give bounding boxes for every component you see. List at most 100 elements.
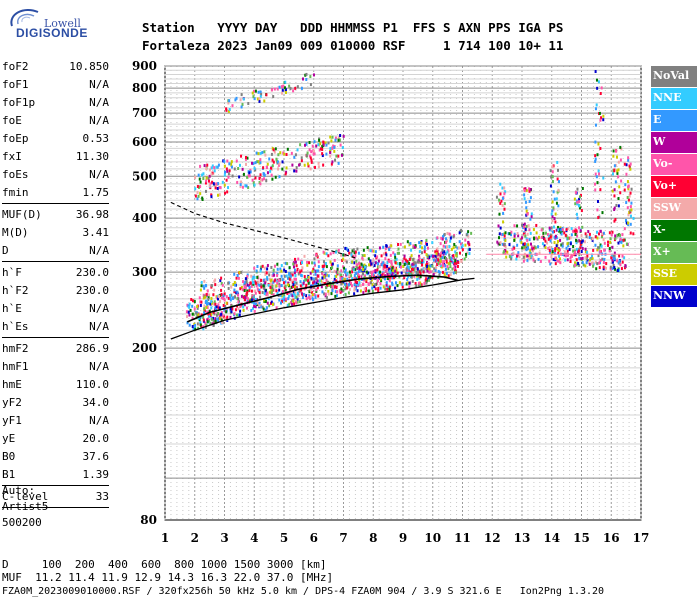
echo-point (617, 241, 620, 245)
echo-point (242, 295, 245, 299)
echo-point (613, 206, 616, 210)
echo-point (309, 156, 312, 160)
echo-point (188, 313, 191, 317)
echo-point (570, 227, 573, 231)
echo-point (250, 308, 253, 312)
echo-point (317, 161, 320, 165)
echo-point (374, 254, 377, 258)
echo-point (499, 182, 502, 186)
echo-point (363, 254, 366, 258)
echo-point (307, 261, 310, 265)
echo-point (523, 242, 526, 246)
echo-point (300, 290, 303, 294)
echo-point (534, 246, 537, 250)
echo-point (272, 95, 275, 99)
echo-point (214, 278, 217, 282)
digisonde-logo: Lowell DIGISONDE (4, 4, 87, 42)
echo-point (220, 312, 223, 316)
echo-point (452, 235, 455, 239)
echo-point (213, 288, 216, 292)
echo-point (340, 253, 343, 257)
echo-point (416, 260, 419, 264)
echo-point (578, 256, 581, 260)
echo-point (203, 164, 206, 168)
echo-point (293, 169, 296, 173)
echo-point (258, 99, 261, 103)
echo-point (293, 271, 296, 275)
echo-point (608, 247, 611, 251)
param-label: B0 (2, 450, 16, 463)
echo-point (308, 278, 311, 282)
echo-point (535, 236, 538, 240)
echo-point (293, 265, 296, 269)
echo-point (296, 85, 299, 89)
echo-point (532, 246, 535, 250)
echo-point (337, 248, 340, 252)
echo-point (294, 260, 297, 264)
echo-point (574, 250, 577, 254)
echo-point (437, 252, 440, 256)
echo-point (351, 254, 354, 258)
echo-point (454, 250, 457, 254)
echo-point (508, 232, 511, 236)
echo-point (220, 282, 223, 286)
echo-point (359, 275, 362, 279)
echo-point (213, 169, 216, 173)
echo-point (257, 280, 260, 284)
param-value: 11.30 (75, 150, 109, 163)
echo-point (275, 157, 278, 161)
echo-point (244, 162, 247, 166)
echo-point (222, 297, 225, 301)
echo-point (437, 255, 440, 259)
echo-point (294, 153, 297, 157)
echo-point (564, 254, 567, 258)
echo-point (243, 289, 246, 293)
echo-point (615, 149, 618, 153)
echo-point (522, 232, 525, 236)
echo-point (506, 250, 509, 254)
echo-point (412, 270, 415, 274)
echo-point (315, 288, 318, 292)
echo-point (528, 199, 531, 203)
echo-point (624, 219, 627, 223)
legend-item-e: E (651, 110, 697, 131)
echo-point (361, 256, 364, 260)
echo-point (611, 245, 614, 249)
echo-point (296, 297, 299, 301)
echo-point (417, 258, 420, 262)
echo-point (230, 293, 233, 297)
echo-point (252, 281, 255, 285)
echo-point (525, 209, 528, 213)
param-divider (2, 260, 109, 264)
echo-point (505, 255, 508, 259)
echo-point (205, 284, 208, 288)
echo-point (502, 211, 505, 215)
echo-point (332, 251, 335, 255)
echo-point (221, 283, 224, 287)
echo-point (278, 284, 281, 288)
echo-point (431, 275, 434, 279)
echo-point (391, 276, 394, 280)
echo-point (401, 285, 404, 289)
echo-point (618, 254, 621, 258)
echo-point (404, 272, 407, 276)
echo-point (388, 268, 391, 272)
echo-point (283, 295, 286, 299)
echo-point (468, 243, 471, 247)
echo-point (530, 256, 533, 260)
echo-point (323, 273, 326, 277)
echo-point (385, 269, 388, 273)
echo-point (337, 138, 340, 142)
echo-point (526, 212, 529, 216)
echo-point (526, 258, 529, 262)
echo-point (554, 220, 557, 224)
echo-point (420, 263, 423, 267)
echo-point (600, 244, 603, 248)
echo-point (246, 156, 249, 160)
echo-point (373, 285, 376, 289)
echo-point (285, 152, 288, 156)
echo-point (409, 256, 412, 260)
echo-point (293, 277, 296, 281)
echo-point (323, 292, 326, 296)
echo-point (273, 273, 276, 277)
